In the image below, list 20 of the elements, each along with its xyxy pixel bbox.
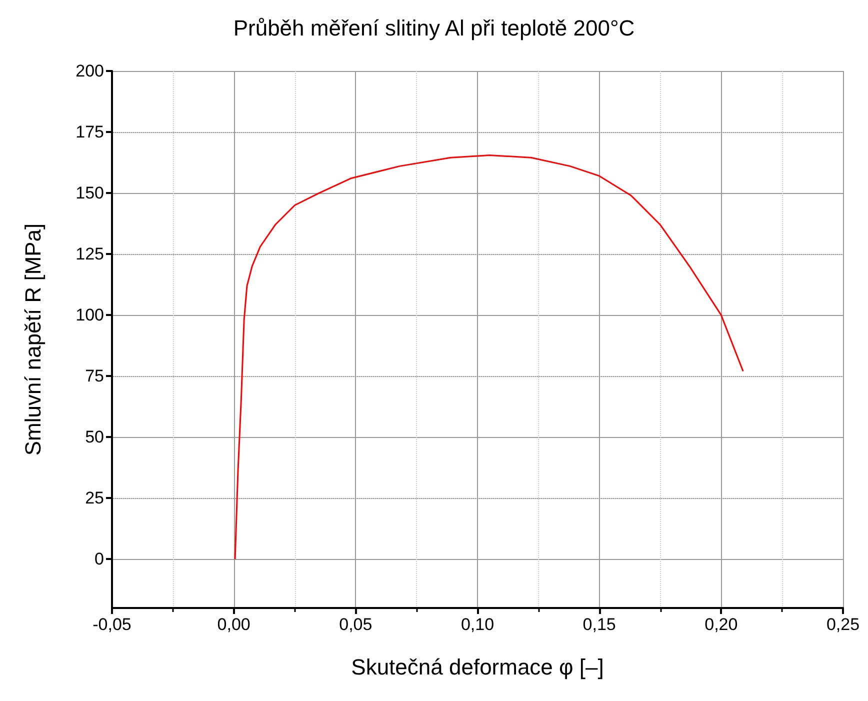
y-tick-label: 200	[76, 62, 104, 80]
y-tick-label: 100	[76, 306, 104, 325]
y-tick-label: 150	[76, 184, 104, 203]
x-tick-label: 0,25	[826, 615, 860, 634]
x-tick-label: 0,15	[582, 615, 616, 634]
x-tick-label: 0,10	[460, 615, 494, 634]
x-tick-label: -0,05	[92, 615, 132, 634]
y-tick-label: 125	[76, 244, 104, 264]
y-tick-label: 175	[76, 122, 104, 142]
y-tick-label: 75	[85, 366, 104, 386]
y-tick-label: 25	[85, 488, 104, 508]
y-tick-label: 0	[94, 550, 104, 569]
chart-title: Průběh měření slitiny Al při teplotě 200°C	[233, 16, 635, 40]
line-series	[234, 154, 744, 560]
y-axis-title: Smluvní napětí R [MPa]	[20, 223, 46, 456]
x-tick-label: 0,20	[704, 615, 738, 634]
y-tick-label: 50	[85, 428, 104, 447]
x-tick-label: 0,05	[339, 615, 372, 634]
x-tick-label: 0,00	[217, 615, 250, 634]
x-axis-title: Skutečná deformace φ [–]	[351, 654, 604, 680]
